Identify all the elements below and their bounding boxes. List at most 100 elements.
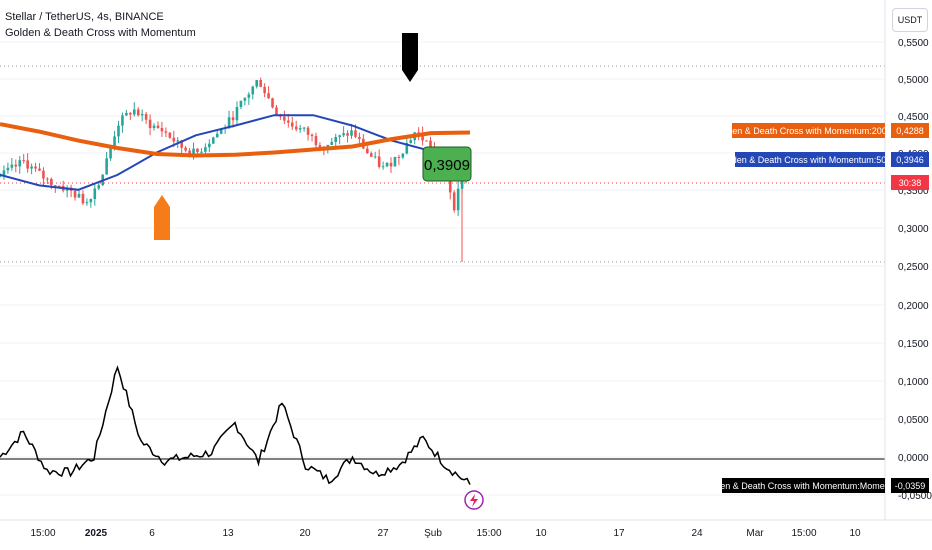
- candle: [373, 151, 377, 159]
- price-tick-label: 0,3000: [898, 224, 929, 235]
- candle: [302, 126, 306, 132]
- candle: [184, 145, 187, 153]
- price-tick-label: 0,5000: [898, 75, 929, 86]
- candle: [89, 198, 93, 208]
- price-axis[interactable]: 0,55000,50000,45000,40000,35000,30000,25…: [898, 38, 932, 502]
- ma200-price-label: Golden & Death Cross with Momentum:200 M…: [713, 123, 929, 138]
- candle: [389, 157, 393, 173]
- candle: [251, 85, 255, 100]
- candle: [22, 153, 25, 164]
- ma50-price-label: Golden & Death Cross with Momentum:50 MA…: [718, 152, 929, 167]
- ma200-label-value: 0,4288: [896, 126, 924, 136]
- price-tick-label: 0,0500: [898, 415, 929, 426]
- currency-button[interactable]: USDT: [892, 8, 928, 32]
- countdown-value: 30:38: [899, 178, 922, 188]
- candle: [164, 127, 168, 138]
- candle: [377, 149, 381, 169]
- time-tick-label: 17: [613, 528, 625, 539]
- candle: [34, 162, 37, 172]
- candle: [231, 110, 235, 128]
- candle: [117, 120, 120, 144]
- candle: [18, 156, 22, 174]
- ma50-label-value: 0,3946: [896, 155, 924, 165]
- candle: [121, 112, 124, 133]
- candle: [140, 109, 144, 122]
- time-tick-label: 15:00: [30, 528, 55, 539]
- candle: [350, 123, 353, 139]
- candle: [381, 161, 385, 170]
- price-tick-label: 0,0000: [898, 453, 929, 464]
- price-tick-label: 0,3500: [898, 186, 929, 197]
- candle: [148, 114, 152, 136]
- candle: [346, 130, 349, 143]
- price-tick-label: 0,1500: [898, 339, 929, 350]
- chart-grid: [0, 41, 885, 496]
- candle: [342, 126, 345, 138]
- momentum-label-name: Golden & Death Cross with Momentum:Momen…: [701, 481, 905, 491]
- candle: [132, 102, 136, 117]
- candle: [362, 134, 365, 150]
- time-tick-label: 2025: [85, 528, 108, 539]
- value-label-text: 0,3909: [424, 157, 470, 174]
- time-tick-label: 27: [377, 528, 389, 539]
- candle: [136, 107, 140, 117]
- candle: [38, 163, 41, 172]
- candle: [211, 136, 215, 144]
- candle: [14, 159, 18, 173]
- candle: [456, 181, 460, 216]
- candle: [275, 104, 278, 116]
- price-tick-label: 0,4500: [898, 112, 929, 123]
- sell-arrow-icon: [402, 33, 418, 82]
- price-tick-label: 0,1000: [898, 377, 929, 388]
- candle: [105, 151, 108, 175]
- time-tick-label: 6: [149, 528, 155, 539]
- candle: [77, 189, 81, 199]
- candle: [334, 133, 338, 148]
- candle: [152, 123, 156, 131]
- candle: [263, 83, 266, 98]
- value-label-box: 0,3909: [422, 146, 472, 182]
- time-tick-label: 24: [691, 528, 703, 539]
- ma200-label-name: Golden & Death Cross with Momentum:200 M…: [713, 126, 903, 136]
- time-tick-label: 10: [849, 528, 861, 539]
- indicator-title[interactable]: Golden & Death Cross with Momentum: [5, 27, 196, 39]
- candle: [215, 130, 219, 138]
- candle: [306, 125, 310, 141]
- candle: [397, 154, 401, 165]
- time-tick-label: Şub: [424, 528, 442, 539]
- candle: [6, 162, 10, 174]
- candle: [208, 139, 211, 153]
- time-tick-label: 20: [299, 528, 311, 539]
- candle: [290, 117, 294, 131]
- candle: [401, 153, 405, 160]
- time-tick-label: 15:00: [476, 528, 501, 539]
- candle: [144, 111, 148, 125]
- candle: [227, 110, 231, 130]
- candle: [2, 165, 6, 180]
- time-tick-label: Mar: [746, 528, 764, 539]
- candle: [156, 121, 160, 129]
- symbol-title[interactable]: Stellar / TetherUS, 4s, BINANCE: [5, 11, 164, 23]
- candle: [366, 145, 369, 154]
- candle: [259, 77, 262, 88]
- candle: [129, 111, 132, 120]
- lightning-icon[interactable]: [464, 490, 484, 510]
- candle: [10, 158, 14, 171]
- candle: [42, 167, 45, 186]
- candle: [358, 132, 361, 144]
- time-tick-label: 10: [535, 528, 547, 539]
- candle: [168, 132, 172, 139]
- candle: [200, 148, 203, 155]
- countdown-price-label: 30:38: [891, 175, 929, 190]
- buy-arrow-icon: [154, 195, 170, 240]
- momentum-price-label: Golden & Death Cross with Momentum:Momen…: [701, 478, 929, 493]
- candle: [287, 113, 290, 128]
- candle: [26, 153, 29, 173]
- price-tick-label: 0,2000: [898, 301, 929, 312]
- candle: [283, 110, 286, 125]
- candle: [385, 162, 389, 168]
- ma200-line: [0, 122, 471, 158]
- candle: [46, 177, 49, 184]
- time-axis[interactable]: 15:00 2025 6 13 20 27 Şub 15:00 10 17 24 Mar 15:00 10: [30, 528, 861, 539]
